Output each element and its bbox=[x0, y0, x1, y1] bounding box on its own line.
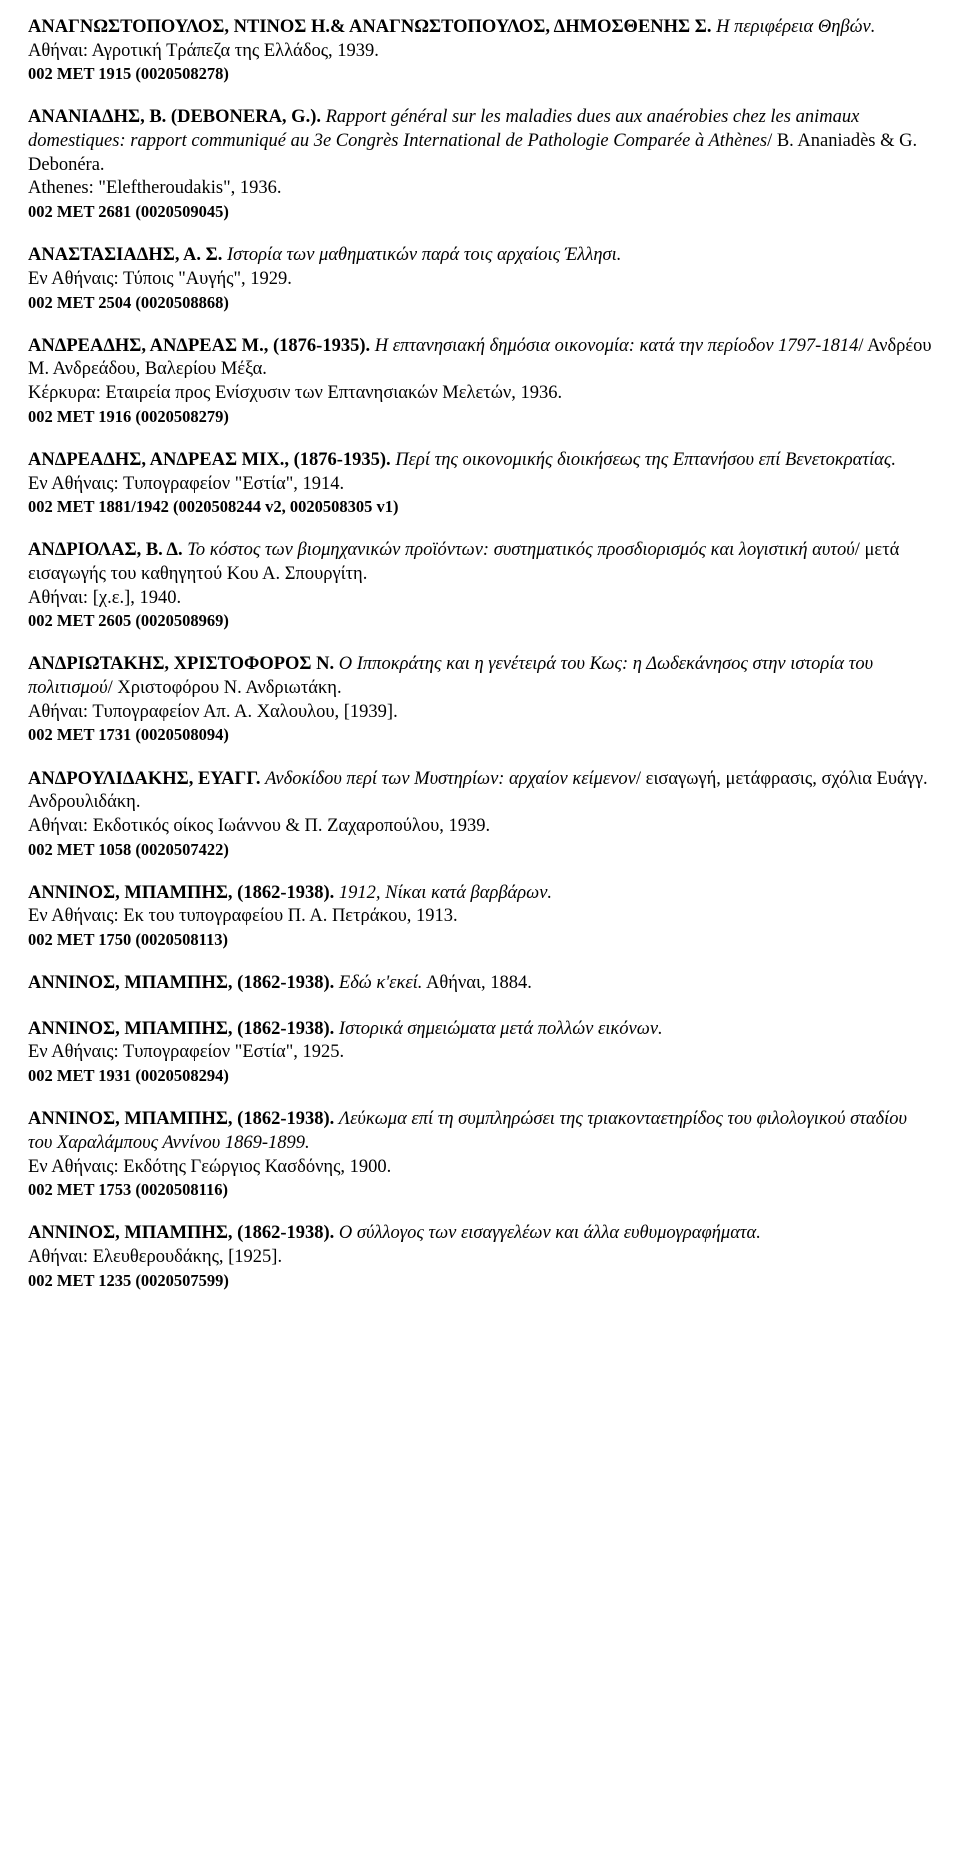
entry-heading: ΑΝΝΙΝΟΣ, ΜΠΑΜΠΗΣ, (1862-1938). Εδώ κ'εκε… bbox=[28, 972, 932, 996]
title: Το κόστος των βιομηχανικών προϊόντων: συ… bbox=[187, 540, 855, 560]
title: Η επτανησιακή δημόσια οικονομία: κατά τη… bbox=[375, 336, 859, 356]
entry-heading: ΑΝΔΡΕΑΔΗΣ, ΑΝΔΡΕΑΣ ΜΙΧ., (1876-1935). Πε… bbox=[28, 449, 932, 473]
catalog-code: 002 ΜΕΤ 1881/1942 (0020508244 v2, 002050… bbox=[28, 496, 932, 517]
publication-info: Εν Αθήναις: Εκδότης Γεώργιος Κασδόνης, 1… bbox=[28, 1156, 932, 1180]
title: Περί της οικονομικής διοικήσεως της Επτα… bbox=[395, 450, 896, 470]
author: ΑΝΔΡΟΥΛΙΔΑΚΗΣ, ΕΥΑΓΓ. bbox=[28, 769, 260, 789]
author: ΑΝΝΙΝΟΣ, ΜΠΑΜΠΗΣ, (1862-1938). bbox=[28, 973, 334, 993]
catalog-code: 002 ΜΕΤ 1235 (0020507599) bbox=[28, 1270, 932, 1291]
author: ΑΝΑΝΙΑΔΗΣ, Β. (DEBONERA, G.). bbox=[28, 107, 321, 127]
entry-heading: ΑΝΔΡΕΑΔΗΣ, ΑΝΔΡΕΑΣ Μ., (1876-1935). Η επ… bbox=[28, 335, 932, 382]
byline: Αθήναι, 1884. bbox=[422, 973, 531, 993]
publication-info: Αθήναι: Αγροτική Τράπεζα της Ελλάδος, 19… bbox=[28, 40, 932, 64]
entry-heading: ΑΝΝΙΝΟΣ, ΜΠΑΜΠΗΣ, (1862-1938). Ο σύλλογο… bbox=[28, 1222, 932, 1246]
author: ΑΝΑΓΝΩΣΤΟΠΟΥΛΟΣ, ΝΤΙΝΟΣ Η.& ΑΝΑΓΝΩΣΤΟΠΟΥ… bbox=[28, 17, 711, 37]
author: ΑΝΔΡΕΑΔΗΣ, ΑΝΔΡΕΑΣ Μ., (1876-1935). bbox=[28, 336, 370, 356]
entry-heading: ΑΝΑΝΙΑΔΗΣ, Β. (DEBONERA, G.). Rapport gé… bbox=[28, 106, 932, 177]
author: ΑΝΔΡΙΩΤΑΚΗΣ, ΧΡΙΣΤΟΦΟΡΟΣ Ν. bbox=[28, 654, 334, 674]
author: ΑΝΝΙΝΟΣ, ΜΠΑΜΠΗΣ, (1862-1938). bbox=[28, 1019, 334, 1039]
title: 1912, Νίκαι κατά βαρβάρων. bbox=[339, 883, 552, 903]
bibliography-entry: ΑΝΑΓΝΩΣΤΟΠΟΥΛΟΣ, ΝΤΙΝΟΣ Η.& ΑΝΑΓΝΩΣΤΟΠΟΥ… bbox=[28, 16, 932, 84]
publication-info: Εν Αθήναις: Τυπογραφείον "Εστία", 1914. bbox=[28, 473, 932, 497]
bibliography-entry: ΑΝΔΡΟΥΛΙΔΑΚΗΣ, ΕΥΑΓΓ. Ανδοκίδου περί των… bbox=[28, 768, 932, 860]
bibliography-entry: ΑΝΝΙΝΟΣ, ΜΠΑΜΠΗΣ, (1862-1938). Εδώ κ'εκε… bbox=[28, 972, 932, 996]
bibliography-entry: ΑΝΔΡΕΑΔΗΣ, ΑΝΔΡΕΑΣ ΜΙΧ., (1876-1935). Πε… bbox=[28, 449, 932, 517]
publication-info: Athenes: "Eleftheroudakis", 1936. bbox=[28, 177, 932, 201]
title: Ιστορία των μαθηματικών παρά τοις αρχαίο… bbox=[227, 245, 621, 265]
entry-heading: ΑΝΝΙΝΟΣ, ΜΠΑΜΠΗΣ, (1862-1938). 1912, Νίκ… bbox=[28, 882, 932, 906]
bibliography-entry: ΑΝΝΙΝΟΣ, ΜΠΑΜΠΗΣ, (1862-1938). 1912, Νίκ… bbox=[28, 882, 932, 950]
catalog-code: 002 ΜΕΤ 2504 (0020508868) bbox=[28, 292, 932, 313]
catalog-code: 002 ΜΕΤ 1750 (0020508113) bbox=[28, 929, 932, 950]
bibliography-entry: ΑΝΝΙΝΟΣ, ΜΠΑΜΠΗΣ, (1862-1938). Ιστορικά … bbox=[28, 1018, 932, 1086]
bibliography-entry: ΑΝΔΡΕΑΔΗΣ, ΑΝΔΡΕΑΣ Μ., (1876-1935). Η επ… bbox=[28, 335, 932, 427]
catalog-code: 002 ΜΕΤ 2605 (0020508969) bbox=[28, 610, 932, 631]
title: Η περιφέρεια Θηβών. bbox=[716, 17, 875, 37]
entry-heading: ΑΝΝΙΝΟΣ, ΜΠΑΜΠΗΣ, (1862-1938). Ιστορικά … bbox=[28, 1018, 932, 1042]
bibliography-entry: ΑΝΝΙΝΟΣ, ΜΠΑΜΠΗΣ, (1862-1938). Ο σύλλογο… bbox=[28, 1222, 932, 1290]
publication-info: Εν Αθήναις: Τύποις "Αυγής", 1929. bbox=[28, 268, 932, 292]
bibliography-entry: ΑΝΝΙΝΟΣ, ΜΠΑΜΠΗΣ, (1862-1938). Λεύκωμα ε… bbox=[28, 1108, 932, 1200]
title: Ο σύλλογος των εισαγγελέων και άλλα ευθυ… bbox=[339, 1223, 761, 1243]
catalog-code: 002 ΜΕΤ 1915 (0020508278) bbox=[28, 63, 932, 84]
publication-info: Κέρκυρα: Εταιρεία προς Ενίσχυσιν των Επτ… bbox=[28, 382, 932, 406]
catalog-code: 002 ΜΕΤ 1916 (0020508279) bbox=[28, 406, 932, 427]
publication-info: Εν Αθήναις: Εκ του τυπογραφείου Π. Α. Πε… bbox=[28, 905, 932, 929]
catalog-code: 002 ΜΕΤ 1058 (0020507422) bbox=[28, 839, 932, 860]
publication-info: Εν Αθήναις: Τυπογραφείον "Εστία", 1925. bbox=[28, 1041, 932, 1065]
bibliography-entry: ΑΝΔΡΙΟΛΑΣ, Β. Δ. Το κόστος των βιομηχανι… bbox=[28, 539, 932, 631]
byline: / Χριστοφόρου Ν. Ανδριωτάκη. bbox=[108, 678, 342, 698]
entry-heading: ΑΝΔΡΙΟΛΑΣ, Β. Δ. Το κόστος των βιομηχανι… bbox=[28, 539, 932, 586]
publication-info: Αθήναι: Εκδοτικός οίκος Ιωάννου & Π. Ζαχ… bbox=[28, 815, 932, 839]
author: ΑΝΑΣΤΑΣΙΑΔΗΣ, Α. Σ. bbox=[28, 245, 222, 265]
entry-heading: ΑΝΝΙΝΟΣ, ΜΠΑΜΠΗΣ, (1862-1938). Λεύκωμα ε… bbox=[28, 1108, 932, 1155]
title: Ιστορικά σημειώματα μετά πολλών εικόνων. bbox=[339, 1019, 663, 1039]
publication-info: Αθήναι: Τυπογραφείον Απ. Α. Χαλουλου, [1… bbox=[28, 701, 932, 725]
entry-heading: ΑΝΑΓΝΩΣΤΟΠΟΥΛΟΣ, ΝΤΙΝΟΣ Η.& ΑΝΑΓΝΩΣΤΟΠΟΥ… bbox=[28, 16, 932, 40]
publication-info: Αθήναι: [χ.ε.], 1940. bbox=[28, 587, 932, 611]
author: ΑΝΔΡΙΟΛΑΣ, Β. Δ. bbox=[28, 540, 183, 560]
title: Εδώ κ'εκεί. bbox=[339, 973, 423, 993]
bibliography-entry: ΑΝΑΣΤΑΣΙΑΔΗΣ, Α. Σ. Ιστορία των μαθηματι… bbox=[28, 244, 932, 312]
author: ΑΝΝΙΝΟΣ, ΜΠΑΜΠΗΣ, (1862-1938). bbox=[28, 883, 334, 903]
bibliography-entry: ΑΝΑΝΙΑΔΗΣ, Β. (DEBONERA, G.). Rapport gé… bbox=[28, 106, 932, 222]
catalog-code: 002 ΜΕΤ 1931 (0020508294) bbox=[28, 1065, 932, 1086]
author: ΑΝΔΡΕΑΔΗΣ, ΑΝΔΡΕΑΣ ΜΙΧ., (1876-1935). bbox=[28, 450, 391, 470]
bibliography-entry: ΑΝΔΡΙΩΤΑΚΗΣ, ΧΡΙΣΤΟΦΟΡΟΣ Ν. Ο Ιπποκράτης… bbox=[28, 653, 932, 745]
author: ΑΝΝΙΝΟΣ, ΜΠΑΜΠΗΣ, (1862-1938). bbox=[28, 1223, 334, 1243]
catalog-code: 002 ΜΕΤ 1731 (0020508094) bbox=[28, 724, 932, 745]
entry-heading: ΑΝΔΡΙΩΤΑΚΗΣ, ΧΡΙΣΤΟΦΟΡΟΣ Ν. Ο Ιπποκράτης… bbox=[28, 653, 932, 700]
catalog-code: 002 ΜΕΤ 2681 (0020509045) bbox=[28, 201, 932, 222]
title: Ανδοκίδου περί των Μυστηρίων: αρχαίον κε… bbox=[265, 769, 636, 789]
entry-heading: ΑΝΔΡΟΥΛΙΔΑΚΗΣ, ΕΥΑΓΓ. Ανδοκίδου περί των… bbox=[28, 768, 932, 815]
entry-heading: ΑΝΑΣΤΑΣΙΑΔΗΣ, Α. Σ. Ιστορία των μαθηματι… bbox=[28, 244, 932, 268]
catalog-code: 002 ΜΕΤ 1753 (0020508116) bbox=[28, 1179, 932, 1200]
author: ΑΝΝΙΝΟΣ, ΜΠΑΜΠΗΣ, (1862-1938). bbox=[28, 1109, 334, 1129]
publication-info: Αθήναι: Ελευθερουδάκης, [1925]. bbox=[28, 1246, 932, 1270]
